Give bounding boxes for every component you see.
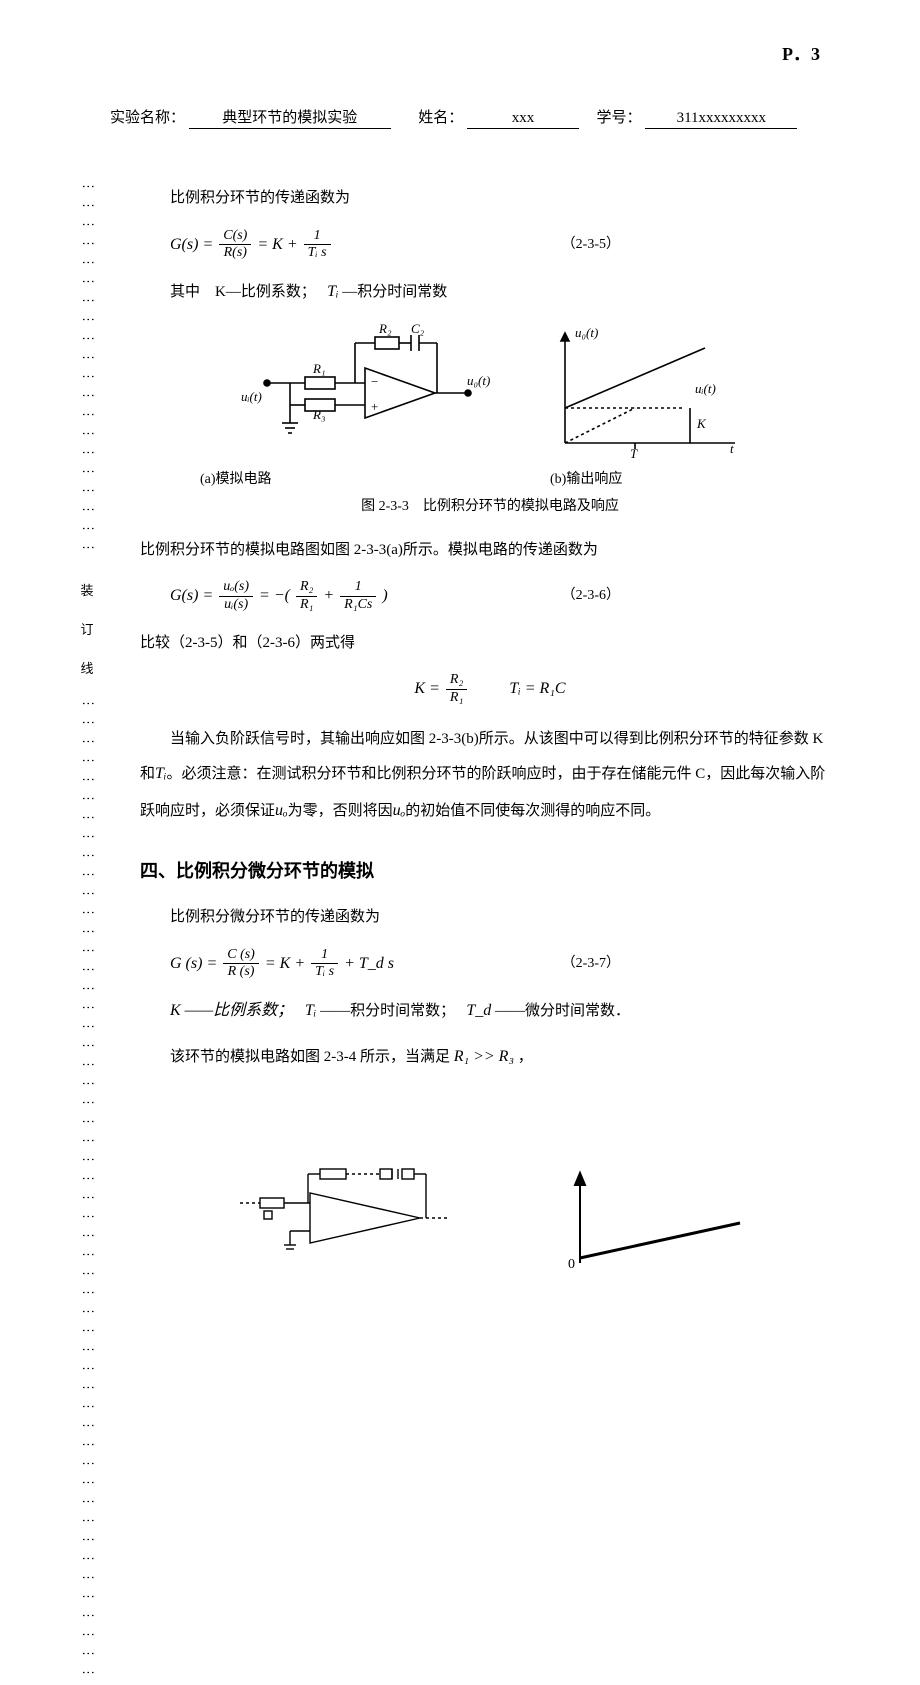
- eq237-one: 1: [311, 947, 338, 965]
- label-experiment: 实验名称：: [110, 106, 185, 127]
- equation-2-3-7: G (s) = C (s)R (s) = K + 1Tᵢ s + T_d s （…: [140, 947, 840, 982]
- eq236-uos: uₒ(s): [219, 579, 253, 597]
- label-name: 姓名：: [418, 106, 463, 127]
- figure-2-3-4-response: 0: [540, 1163, 760, 1273]
- lbl-uo: u₀(t): [467, 373, 490, 388]
- figure-2-3-4-circuit: [220, 1163, 500, 1273]
- binding-char-2: 订: [80, 619, 94, 638]
- eq237-cs: C (s): [223, 947, 259, 965]
- equation-2-3-6: G(s) = uₒ(s)uᵢ(s) = −( R₂R₁ + 1R₁Cs ) （2…: [140, 579, 840, 614]
- kti-r1: R₁: [446, 690, 467, 707]
- fig233-sub-a: (a)模拟电路: [140, 467, 520, 494]
- figure-2-3-4: 0: [140, 1163, 840, 1273]
- value-name: xxx: [467, 110, 579, 129]
- svg-text:−: −: [371, 374, 378, 389]
- p4-uc1: uₒ: [275, 802, 288, 819]
- kti-r2: R₂: [446, 672, 467, 690]
- ktitd-ti-suffix: ——积分时间常数；: [320, 1003, 463, 1019]
- eq235-eq: = K +: [257, 235, 301, 252]
- line-k-ti: 其中 K—比例系数； Tᵢ —积分时间常数: [140, 277, 840, 307]
- content-body: 比例积分环节的传递函数为 G(s) = C(s)R(s) = K + 1Tᵢ s…: [0, 139, 920, 1317]
- figure-2-3-3-response: u₀(t) uᵢ(t) K T t: [535, 323, 745, 463]
- eqnum-2-3-5: （2-3-5）: [562, 232, 840, 259]
- figure-2-3-3-subcaptions: (a)模拟电路 (b)输出响应: [140, 467, 840, 494]
- lbl-resp-uo: u₀(t): [575, 325, 598, 340]
- p4-ti: Tᵢ: [155, 765, 166, 782]
- kti-prefix: 其中 K—比例系数；: [170, 284, 323, 300]
- ktitd-td: T_d: [466, 1002, 491, 1019]
- fig233-sub-b: (b)输出响应: [520, 467, 840, 494]
- eq236-uis: uᵢ(s): [219, 597, 253, 614]
- eq237-rs: R (s): [223, 964, 259, 981]
- binding-char-3: 线: [80, 658, 94, 677]
- equation-2-3-5: G(s) = C(s)R(s) = K + 1Tᵢ s （2-3-5）: [140, 228, 840, 263]
- p6-b: R₁ >> R₃: [454, 1048, 514, 1065]
- eq236-r2: R₂: [296, 579, 317, 597]
- section-4-heading: 四、比例积分微分环节的模拟: [140, 854, 840, 888]
- binding-margin: ⋮⋮⋮⋮⋮⋮⋮⋮⋮⋮⋮⋮⋮⋮⋮⋮⋮⋮⋮⋮ 装 订 线 ⋮⋮⋮⋮⋮⋮⋮⋮⋮⋮⋮⋮⋮…: [80, 180, 94, 1685]
- eq237-tis: Tᵢ s: [311, 964, 338, 981]
- eq236-r1: R₁: [296, 597, 317, 614]
- eqnum-2-3-7: （2-3-7）: [562, 951, 840, 978]
- figure-2-3-3-caption: 图 2-3-3 比例积分环节的模拟电路及响应: [140, 494, 840, 521]
- para-pid-transfer: 比例积分微分环节的传递函数为: [140, 903, 840, 932]
- lbl-resp-T: T: [630, 446, 638, 461]
- p4-c: 为零，否则将因: [288, 803, 393, 819]
- label-id: 学号：: [597, 106, 642, 127]
- eq235-one: 1: [304, 228, 331, 246]
- eq236-gs: G(s) =: [170, 587, 217, 604]
- eq237-gs: G (s) =: [170, 955, 221, 972]
- eqnum-2-3-6: （2-3-6）: [562, 583, 840, 610]
- eq235-tis: Tᵢ s: [304, 245, 331, 262]
- binding-dots-bottom: ⋮⋮⋮⋮⋮⋮⋮⋮⋮⋮⋮⋮⋮⋮⋮⋮⋮⋮⋮⋮⋮⋮⋮⋮⋮⋮⋮⋮⋮⋮⋮⋮⋮⋮⋮⋮⋮⋮⋮⋮…: [80, 697, 96, 1685]
- ktitd-k: K ——比例系数；: [170, 1002, 301, 1019]
- eq236-close: ): [382, 587, 387, 604]
- kti-ti-eq: Tᵢ = R₁C: [509, 680, 565, 697]
- header-line: 实验名称： 典型环节的模拟实验 姓名： xxx 学号： 311xxxxxxxxx: [0, 86, 920, 139]
- eq236-plus: +: [323, 587, 338, 604]
- eq237-eq: = K +: [265, 955, 309, 972]
- lbl-resp-k: K: [696, 416, 707, 431]
- lbl-ui: uᵢ(t): [241, 389, 262, 404]
- kti-sep: [473, 680, 505, 697]
- p6-c: ，: [518, 1049, 533, 1065]
- figure-2-3-3-circuit: R₂ C₂ R₁ R₃ uᵢ(t) u₀(t) − +: [235, 323, 495, 463]
- svg-text:+: +: [371, 399, 378, 414]
- lbl-resp-ui: uᵢ(t): [695, 381, 716, 396]
- para-step-response: 当输入负阶跃信号时，其输出响应如图 2-3-3(b)所示。从该图中可以得到比例积…: [140, 722, 840, 830]
- value-experiment: 典型环节的模拟实验: [189, 106, 391, 129]
- fig234-zero: 0: [568, 1257, 575, 1272]
- value-id: 311xxxxxxxxx: [645, 110, 797, 129]
- eq236-one: 1: [340, 579, 376, 597]
- lbl-r1: R₁: [312, 361, 325, 376]
- lbl-resp-t: t: [730, 441, 734, 456]
- eq235-gs: G(s) =: [170, 235, 217, 252]
- eq237-plus: + T_d s: [344, 955, 394, 972]
- eq236-r1cs: R₁Cs: [340, 597, 376, 614]
- p6-a: 该环节的模拟电路如图 2-3-4 所示，当满足: [170, 1049, 450, 1065]
- para-compare: 比较（2-3-5）和（2-3-6）两式得: [140, 629, 840, 658]
- kti-ti: Tᵢ: [327, 283, 338, 300]
- ktitd-ti: Tᵢ: [305, 1002, 316, 1019]
- para-fig234: 该环节的模拟电路如图 2-3-4 所示，当满足 R₁ >> R₃ ，: [140, 1042, 840, 1072]
- eq235-rs: R(s): [219, 245, 251, 262]
- eq235-cs: C(s): [219, 228, 251, 246]
- lbl-c2: C₂: [411, 323, 425, 336]
- lbl-r3: R₃: [312, 407, 325, 422]
- equation-k-ti: K = R₂R₁ Tᵢ = R₁C: [140, 672, 840, 707]
- ktitd-td-suffix: ——微分时间常数．: [495, 1003, 630, 1019]
- eq236-neg: = −(: [259, 587, 290, 604]
- para-transfer-fn-pi: 比例积分环节的传递函数为: [140, 184, 840, 213]
- binding-char-1: 装: [80, 580, 94, 599]
- figure-2-3-3: R₂ C₂ R₁ R₃ uᵢ(t) u₀(t) − +: [140, 323, 840, 463]
- page-number: P．3: [0, 0, 920, 86]
- kti-suffix: —积分时间常数: [342, 284, 447, 300]
- para-simcircuit-desc: 比例积分环节的模拟电路图如图 2-3-3(a)所示。模拟电路的传递函数为: [140, 536, 840, 565]
- binding-dots-top: ⋮⋮⋮⋮⋮⋮⋮⋮⋮⋮⋮⋮⋮⋮⋮⋮⋮⋮⋮⋮: [80, 180, 96, 560]
- lbl-r2: R₂: [378, 323, 392, 336]
- line-ktitd: K ——比例系数； Tᵢ ——积分时间常数； T_d ——微分时间常数．: [140, 996, 840, 1026]
- kti-k: K =: [414, 680, 443, 697]
- p4-d: 的初始值不同使每次测得的响应不同。: [405, 803, 660, 819]
- p4-uc2: uₒ: [393, 802, 406, 819]
